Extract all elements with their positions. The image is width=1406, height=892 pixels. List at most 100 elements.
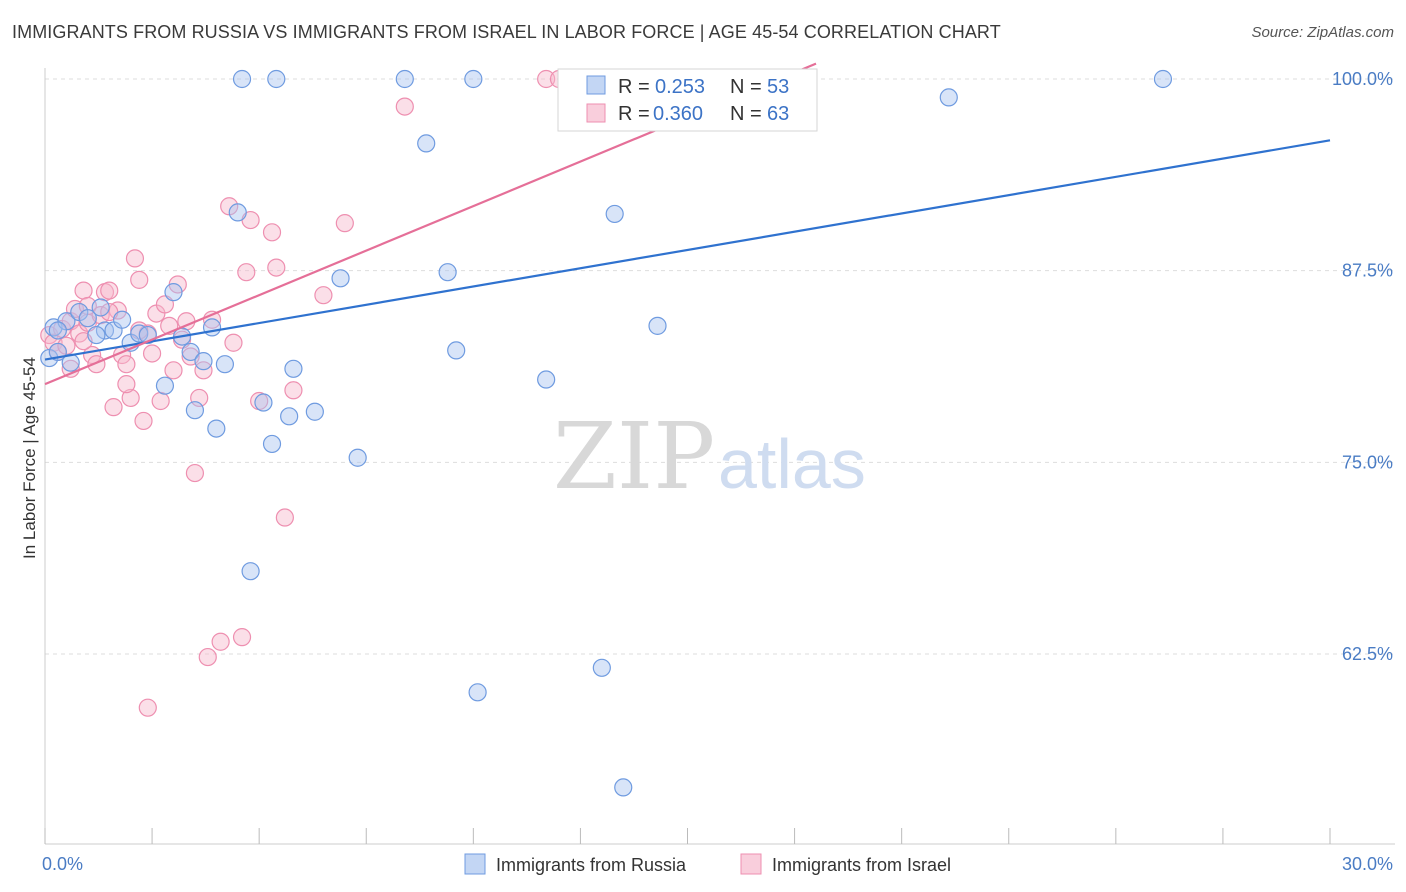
russia-point — [262, 434, 282, 454]
legend-bottom: Immigrants from Russia Immigrants from I… — [464, 853, 951, 875]
russia-point — [438, 263, 457, 282]
y-tick-label-0: 100.0% — [1332, 69, 1393, 89]
legend-russia-swatch — [586, 75, 606, 95]
israel-point — [237, 263, 256, 282]
russia-point — [87, 325, 106, 345]
israel-point — [211, 632, 230, 651]
russia-point — [185, 401, 205, 420]
russia-point — [280, 407, 299, 426]
russia-point — [155, 376, 175, 395]
israel-point — [232, 628, 252, 647]
russia-point — [648, 316, 667, 335]
russia-point — [91, 298, 110, 317]
russia-trend-line — [44, 139, 1331, 361]
israel-points — [40, 69, 581, 717]
legend-bottom-israel-swatch — [740, 853, 762, 875]
israel-point — [284, 381, 303, 400]
israel-point — [155, 295, 175, 314]
y-tick-label-2: 75.0% — [1342, 452, 1393, 472]
russia-point — [228, 203, 247, 222]
y-tick-label-3: 62.5% — [1342, 644, 1393, 664]
legend-israel-r-value: 0.360 — [653, 103, 703, 125]
x-tick-label-0: 0.0% — [42, 854, 83, 874]
russia-point — [464, 69, 483, 89]
israel-point — [117, 355, 136, 374]
legend-israel-n-label: N = — [730, 103, 762, 125]
russia-point — [592, 658, 611, 677]
legend-israel-swatch — [586, 103, 606, 123]
israel-point — [151, 391, 170, 411]
russia-point — [614, 778, 633, 797]
israel-point — [138, 698, 157, 717]
israel-point — [134, 411, 153, 431]
russia-point — [164, 283, 183, 302]
russia-point — [939, 88, 958, 107]
legend-bottom-russia-swatch — [464, 853, 486, 875]
israel-point — [164, 361, 183, 380]
israel-point — [142, 344, 162, 363]
israel-point — [275, 508, 294, 527]
israel-point — [314, 286, 333, 305]
russia-point — [468, 683, 487, 702]
watermark: ZIP atlas — [553, 403, 866, 510]
axes — [44, 68, 1395, 845]
israel-point — [117, 375, 136, 394]
y-axis-label: In Labor Force | Age 45-54 — [20, 357, 39, 559]
russia-point — [537, 370, 556, 389]
russia-points — [40, 69, 1173, 797]
russia-point — [215, 355, 234, 374]
russia-point — [232, 69, 252, 89]
israel-point — [537, 69, 556, 89]
russia-point — [267, 69, 286, 89]
israel-point — [125, 249, 145, 268]
russia-point — [207, 419, 226, 438]
legend-israel-r-label: R = — [618, 103, 650, 125]
legend-top: R = 0.253 N = 53 R = 0.360 N = 63 — [557, 68, 818, 132]
russia-point — [48, 321, 67, 340]
israel-point — [395, 97, 414, 116]
israel-point — [194, 361, 213, 380]
israel-point — [104, 398, 123, 417]
russia-point — [605, 204, 624, 224]
russia-point — [194, 352, 213, 371]
russia-point — [254, 393, 273, 412]
legend-russia-n-value: 53 — [767, 76, 789, 98]
russia-point — [284, 359, 303, 378]
tick-labels: 100.0% 87.5% 75.0% 62.5% 0.0% 30.0% — [42, 69, 1393, 874]
israel-point — [335, 214, 354, 233]
israel-point — [224, 333, 243, 352]
israel-point — [121, 388, 140, 408]
legend-russia-r-value: 0.253 — [655, 76, 705, 98]
russia-point — [331, 269, 350, 288]
russia-point — [348, 448, 367, 467]
russia-point — [305, 402, 324, 421]
y-tick-label-1: 87.5% — [1342, 261, 1393, 281]
russia-point — [181, 342, 200, 362]
x-tick-label-1: 30.0% — [1342, 854, 1393, 874]
russia-point — [112, 310, 132, 329]
russia-point — [1153, 69, 1173, 89]
legend-bottom-israel-label: Immigrants from Israel — [772, 855, 951, 875]
watermark-zip: ZIP — [553, 403, 715, 510]
israel-point — [185, 463, 205, 483]
israel-point — [100, 281, 119, 300]
russia-point — [202, 318, 222, 337]
legend-russia-n-label: N = — [730, 76, 762, 98]
chart-source: Source: ZipAtlas.com — [1251, 24, 1394, 41]
russia-point — [78, 309, 97, 328]
legend-israel-n-value: 63 — [767, 103, 789, 125]
legend-bottom-russia-label: Immigrants from Russia — [496, 855, 687, 875]
israel-point — [198, 647, 217, 667]
israel-point — [74, 281, 93, 300]
israel-point — [262, 223, 282, 242]
russia-point — [241, 562, 260, 581]
watermark-atlas: atlas — [718, 425, 866, 503]
chart-title: IMMIGRANTS FROM RUSSIA VS IMMIGRANTS FRO… — [12, 22, 1001, 42]
russia-point — [447, 341, 466, 360]
russia-point — [417, 134, 436, 153]
legend-russia-r-label: R = — [618, 76, 650, 98]
russia-point — [395, 69, 414, 89]
israel-point — [267, 258, 286, 277]
israel-point — [130, 270, 149, 289]
